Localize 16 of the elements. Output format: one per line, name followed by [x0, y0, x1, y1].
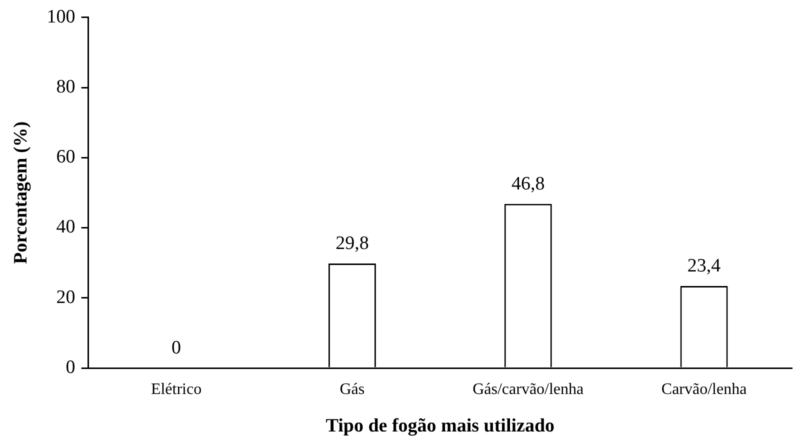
- y-axis-title: Porcentagem (%): [10, 121, 32, 264]
- y-tick-label: 100: [46, 6, 76, 28]
- x-tick-label: Elétrico: [150, 380, 202, 398]
- data-label: 29,8: [336, 233, 369, 254]
- x-tick-label: Gás: [340, 380, 365, 398]
- data-label: 0: [172, 337, 182, 358]
- data-label: 46,8: [511, 173, 545, 194]
- x-axis-title: Tipo de fogão mais utilizado: [326, 416, 555, 437]
- y-tick-label: 40: [56, 216, 76, 238]
- data-label: 23,4: [687, 255, 722, 276]
- x-tick-label: Carvão/lenha: [661, 380, 747, 398]
- x-tick-label: Gás/carvão/lenha: [472, 380, 584, 398]
- y-tick-label: 80: [56, 76, 76, 98]
- y-tick-label: 20: [56, 286, 76, 308]
- y-tick-label: 0: [66, 356, 76, 378]
- y-tick-label: 60: [56, 146, 76, 168]
